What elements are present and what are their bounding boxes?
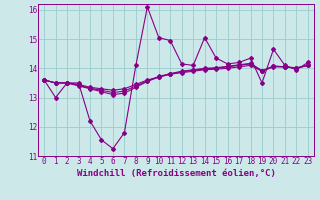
X-axis label: Windchill (Refroidissement éolien,°C): Windchill (Refroidissement éolien,°C)	[76, 169, 276, 178]
